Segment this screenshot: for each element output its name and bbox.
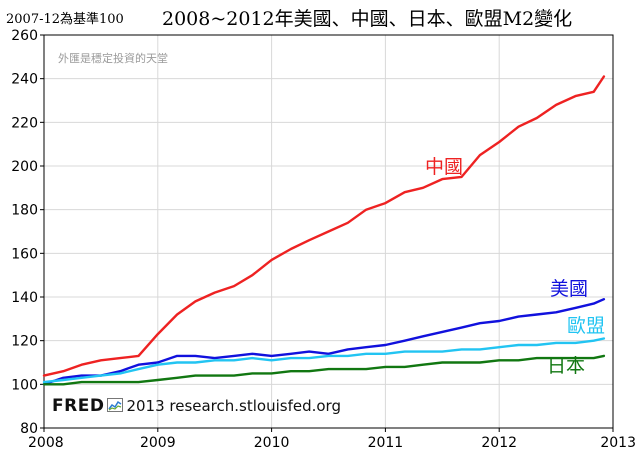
x-tick-label: 2010 <box>254 435 290 451</box>
y-tick-label: 140 <box>11 290 38 306</box>
y-tick-label: 180 <box>11 203 38 219</box>
chart-axes <box>40 34 614 432</box>
watermark-text: 外匯是穩定投資的天堂 <box>58 52 168 65</box>
plot-frame <box>43 34 614 429</box>
y-tick-label: 120 <box>11 334 38 350</box>
chart-tick-labels: 80 100 120 140 160 180 200 220 240 260 2008 2009 201… <box>11 28 636 451</box>
fred-credit-text: 2013 research.stlouisfed.org <box>126 397 341 415</box>
y-tick-label: 220 <box>11 115 38 131</box>
series-line-eu <box>42 337 606 384</box>
y-tick-label: 200 <box>11 159 38 175</box>
x-tick-label: 2009 <box>140 435 176 451</box>
x-tick-label: 2013 <box>600 435 636 451</box>
y-tick-label: 240 <box>11 72 38 88</box>
fred-logo-text: FRED <box>52 396 105 416</box>
series-label-japan: 日本 <box>547 355 586 377</box>
series-label-usa: 美國 <box>550 278 589 300</box>
x-tick-label: 2011 <box>368 435 404 451</box>
baseline-note: 2007-12為基準100 <box>6 12 124 27</box>
series-line-china <box>42 75 606 377</box>
fred-chart-icon <box>107 398 124 412</box>
y-tick-label: 260 <box>11 28 38 44</box>
chart-title: 2008~2012年美國、中國、日本、歐盟M2變化 <box>162 8 573 30</box>
chart-series <box>42 75 606 386</box>
y-tick-label: 160 <box>11 246 38 262</box>
y-tick-label: 100 <box>11 377 38 393</box>
series-label-eu: 歐盟 <box>567 315 606 337</box>
x-tick-label: 2012 <box>481 435 517 451</box>
x-tick-label: 2008 <box>28 435 64 451</box>
fred-credit: FRED 2013 research.stlouisfed.org <box>52 396 341 416</box>
y-tick-label: 80 <box>20 421 38 437</box>
series-label-china: 中國 <box>425 156 464 178</box>
series-line-usa <box>42 298 606 386</box>
series-line-japan <box>42 354 606 386</box>
